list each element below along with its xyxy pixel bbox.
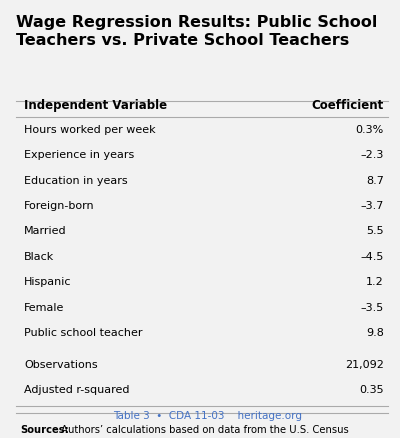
Text: Authors’ calculations based on data from the U.S. Census
Bureau, 2001–2010 Curre: Authors’ calculations based on data from…	[58, 425, 348, 438]
Text: –2.3: –2.3	[361, 150, 384, 160]
Text: 1.2: 1.2	[366, 277, 384, 287]
Text: –3.5: –3.5	[361, 303, 384, 313]
Text: –3.7: –3.7	[361, 201, 384, 211]
Text: Table 3  •  CDA 11-03    heritage.org: Table 3 • CDA 11-03 heritage.org	[114, 411, 302, 421]
Text: –4.5: –4.5	[361, 252, 384, 262]
Text: Black: Black	[24, 252, 54, 262]
Text: Hours worked per week: Hours worked per week	[24, 125, 156, 135]
Text: Foreign-born: Foreign-born	[24, 201, 95, 211]
Text: Experience in years: Experience in years	[24, 150, 134, 160]
Text: 21,092: 21,092	[345, 360, 384, 370]
Text: 5.5: 5.5	[366, 226, 384, 237]
Text: Hispanic: Hispanic	[24, 277, 72, 287]
Text: 8.7: 8.7	[366, 176, 384, 186]
Text: Public school teacher: Public school teacher	[24, 328, 142, 338]
Text: Adjusted r-squared: Adjusted r-squared	[24, 385, 130, 396]
Text: Female: Female	[24, 303, 64, 313]
Text: Married: Married	[24, 226, 67, 237]
Text: 0.35: 0.35	[359, 385, 384, 396]
Text: Independent Variable: Independent Variable	[24, 99, 167, 112]
Text: Sources:: Sources:	[20, 425, 69, 435]
Text: Wage Regression Results: Public School
Teachers vs. Private School Teachers: Wage Regression Results: Public School T…	[16, 15, 377, 48]
Text: Coefficient: Coefficient	[312, 99, 384, 112]
Text: 9.8: 9.8	[366, 328, 384, 338]
Text: Education in years: Education in years	[24, 176, 128, 186]
Text: 0.3%: 0.3%	[356, 125, 384, 135]
Text: Observations: Observations	[24, 360, 98, 370]
